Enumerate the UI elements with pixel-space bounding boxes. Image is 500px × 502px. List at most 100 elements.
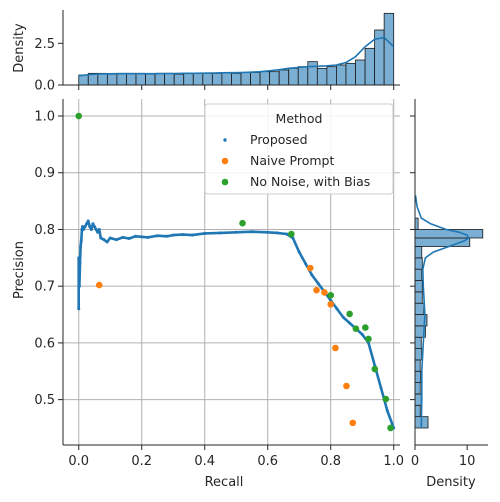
legend-marker-naive <box>221 157 229 165</box>
x-tick-label: 0.6 <box>257 454 278 469</box>
legend-frame <box>204 103 394 195</box>
legend-marker-nonoise <box>221 178 229 186</box>
right-hist-bar <box>414 302 425 315</box>
proposed-point <box>367 341 371 345</box>
top-hist-bar <box>183 72 194 86</box>
proposed-point <box>127 237 131 241</box>
top-density-label: Density <box>12 23 27 73</box>
legend-entry-proposed: Proposed <box>250 132 308 147</box>
top-hist-bar <box>383 12 395 86</box>
no-noise-point <box>288 230 295 238</box>
y-axis-label: Precision <box>12 241 27 299</box>
x-tick-label: 0.2 <box>131 454 152 469</box>
right-hist-bar <box>414 393 422 406</box>
proposed-point <box>115 238 119 242</box>
proposed-point <box>97 227 101 231</box>
proposed-point <box>304 261 308 265</box>
proposed-point <box>77 256 81 260</box>
proposed-point <box>89 227 93 231</box>
main-marks <box>75 112 396 432</box>
y-tick-label: 0.5 <box>34 393 55 408</box>
main-axes: 0.0 0.2 0.4 0.6 0.8 1.0 0.5 0.6 0.7 0.8 0.9 1.0 <box>34 99 404 469</box>
proposed-point <box>165 234 169 238</box>
top-hist-bar <box>326 66 337 86</box>
no-noise-point <box>75 112 83 120</box>
proposed-point <box>133 234 137 238</box>
naive-prompt-point <box>327 301 335 308</box>
top-hist-bar <box>126 72 137 86</box>
proposed-point <box>86 219 90 223</box>
right-hist-bar <box>414 359 421 372</box>
right-hist-bar <box>414 348 423 361</box>
proposed-point <box>155 234 159 238</box>
right-kde-curve <box>414 195 470 429</box>
top-hist-bar <box>288 67 299 86</box>
proposed-point <box>79 244 83 248</box>
proposed-curve <box>77 219 395 429</box>
proposed-point <box>250 230 254 234</box>
top-marginal-histogram: 0.0 2.5 Density <box>12 10 400 94</box>
legend-marker-proposed <box>223 138 227 142</box>
right-hist-bar <box>414 280 423 293</box>
top-hist-bar <box>78 74 89 86</box>
top-hist-bar <box>211 72 223 86</box>
proposed-point <box>83 225 87 229</box>
x-tick-label: 0.8 <box>320 454 341 469</box>
proposed-point <box>285 232 289 236</box>
top-y-tick-label: 0.0 <box>34 79 55 94</box>
proposed-point <box>385 409 389 413</box>
legend-entry-naive: Naive Prompt <box>250 153 334 168</box>
top-hist-bar <box>154 72 166 86</box>
no-noise-point <box>382 395 390 403</box>
proposed-point <box>108 236 112 240</box>
proposed-point <box>99 236 103 240</box>
right-x-tick-label: 0 <box>411 454 419 469</box>
legend-entry-nonoise: No Noise, with Bias <box>250 174 370 189</box>
no-noise-point <box>371 365 379 373</box>
proposed-point <box>77 284 81 288</box>
right-axes: 0 10 <box>410 99 488 469</box>
no-noise-point <box>327 291 335 299</box>
y-tick-label: 0.9 <box>34 166 55 181</box>
proposed-point <box>291 236 295 240</box>
no-noise-point <box>352 325 360 333</box>
proposed-point <box>78 261 82 265</box>
top-hist-bar <box>106 73 118 86</box>
legend: Method Proposed Naive Prompt No Noise, w… <box>204 103 394 195</box>
naive-prompt-point <box>332 344 339 352</box>
naive-prompt-point <box>313 286 320 294</box>
top-hist-bar <box>316 67 328 86</box>
main-scatter-panel: 0.0 0.2 0.4 0.6 0.8 1.0 0.5 0.6 0.7 0.8 0.9 1.0 Rec… <box>12 99 404 490</box>
proposed-point <box>181 233 185 237</box>
proposed-point <box>329 298 333 302</box>
top-hist-bar <box>250 72 261 86</box>
proposed-point <box>266 230 270 234</box>
y-tick-label: 0.8 <box>34 223 55 238</box>
x-tick-label: 0.0 <box>68 454 89 469</box>
proposed-point <box>94 227 98 231</box>
proposed-point <box>81 225 85 229</box>
proposed-point <box>96 230 100 234</box>
top-hist-bar <box>164 72 175 86</box>
proposed-point <box>79 239 83 243</box>
top-hist-bar <box>221 72 232 86</box>
top-hist-bar <box>336 64 347 86</box>
proposed-point <box>146 235 150 239</box>
top-hist-bars <box>78 12 395 86</box>
x-tick-label: 0.4 <box>194 454 215 469</box>
top-hist-bar <box>145 73 156 86</box>
top-hist-bar <box>259 71 271 86</box>
proposed-point <box>85 222 89 226</box>
x-axis-label: Recall <box>205 475 244 490</box>
proposed-point <box>335 307 339 311</box>
proposed-point <box>297 250 301 254</box>
right-hist-bar <box>414 382 421 395</box>
proposed-point <box>218 231 222 235</box>
proposed-point <box>190 233 194 237</box>
proposed-point <box>234 230 238 234</box>
naive-prompt-point <box>306 264 314 272</box>
naive-prompt-point <box>349 419 357 427</box>
right-hist-bar <box>414 246 423 259</box>
no-noise-point <box>239 219 246 227</box>
proposed-point <box>92 225 96 229</box>
